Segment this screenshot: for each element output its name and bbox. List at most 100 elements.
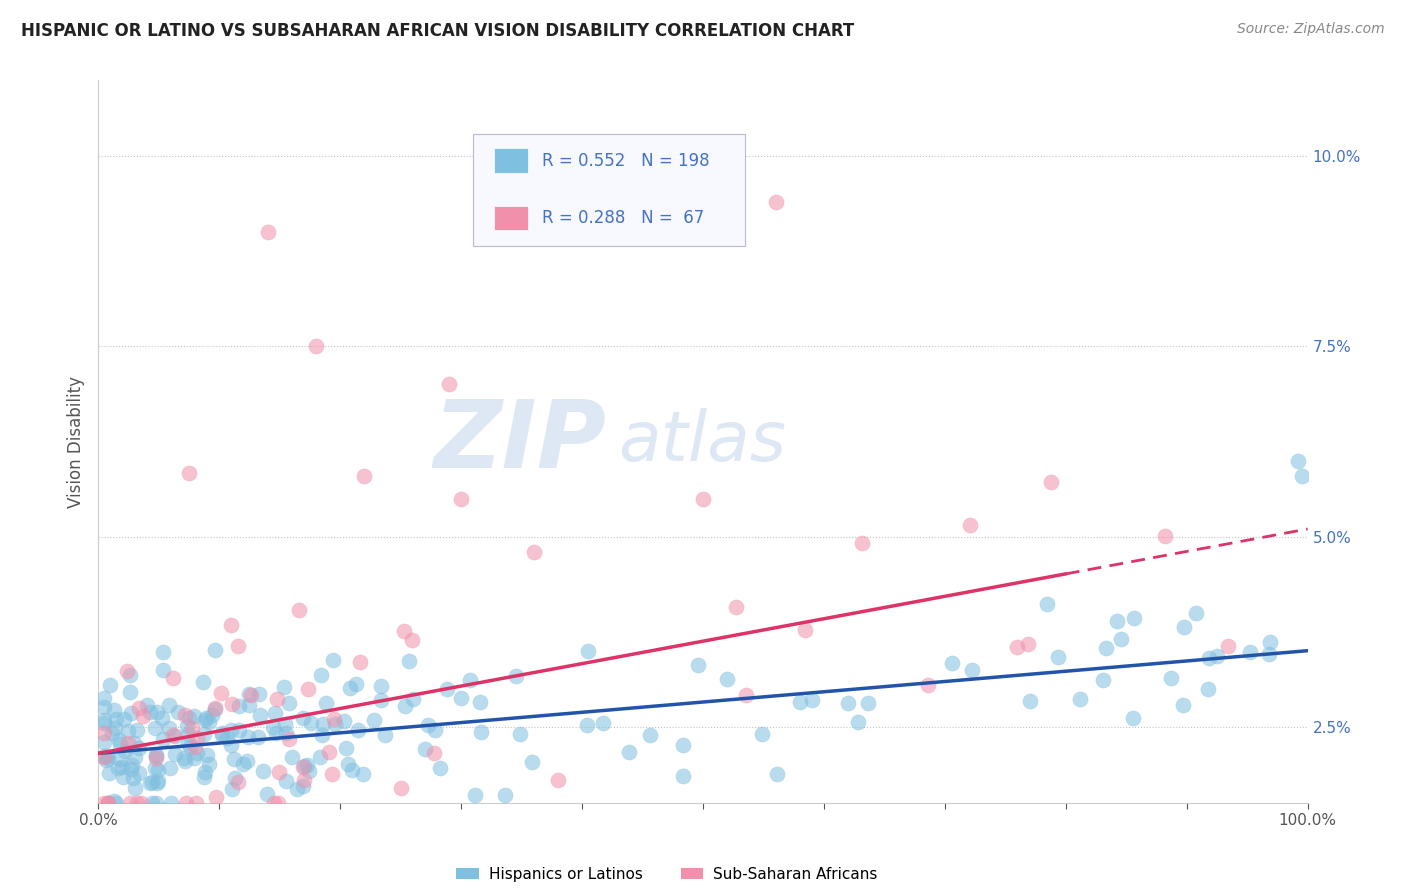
Point bbox=[181, 721, 204, 735]
Point bbox=[103, 703, 125, 717]
Point bbox=[1036, 597, 1059, 611]
Point bbox=[211, 726, 233, 740]
Point bbox=[238, 698, 260, 712]
Point bbox=[353, 468, 375, 483]
Point bbox=[97, 796, 120, 810]
Point bbox=[238, 687, 260, 701]
Point bbox=[436, 682, 458, 697]
Point bbox=[323, 712, 346, 726]
Point bbox=[194, 714, 217, 728]
Point bbox=[152, 645, 174, 659]
Point bbox=[263, 796, 285, 810]
Point bbox=[640, 727, 662, 741]
Point bbox=[309, 749, 332, 764]
Text: atlas: atlas bbox=[619, 408, 786, 475]
Point bbox=[152, 731, 174, 746]
Point bbox=[167, 706, 190, 720]
Point bbox=[1109, 632, 1132, 646]
Point bbox=[186, 747, 208, 761]
Point bbox=[523, 545, 546, 559]
Point bbox=[117, 736, 139, 750]
Point bbox=[219, 738, 242, 752]
Point bbox=[159, 761, 181, 775]
Point bbox=[274, 774, 297, 789]
FancyBboxPatch shape bbox=[494, 205, 527, 230]
Point bbox=[124, 749, 146, 764]
Point bbox=[315, 696, 337, 710]
Point bbox=[127, 723, 149, 737]
Point bbox=[287, 603, 309, 617]
Point bbox=[159, 721, 181, 735]
Point bbox=[1258, 647, 1281, 661]
Point bbox=[247, 730, 270, 744]
Point bbox=[311, 668, 333, 682]
Point bbox=[141, 796, 163, 810]
Point bbox=[725, 600, 748, 615]
Point bbox=[312, 717, 335, 731]
Point bbox=[104, 721, 127, 735]
Point bbox=[1185, 606, 1208, 620]
Point bbox=[298, 764, 321, 778]
Point bbox=[766, 766, 789, 780]
Point bbox=[468, 695, 491, 709]
Point bbox=[318, 745, 340, 759]
Point bbox=[108, 732, 131, 747]
Point bbox=[247, 687, 270, 701]
Point bbox=[228, 723, 250, 737]
Point bbox=[146, 763, 169, 777]
Point bbox=[152, 663, 174, 677]
Point bbox=[374, 727, 396, 741]
Point bbox=[1069, 692, 1091, 706]
Point bbox=[256, 226, 278, 240]
Point bbox=[93, 713, 115, 727]
Legend: Hispanics or Latinos, Sub-Saharan Africans: Hispanics or Latinos, Sub-Saharan Africa… bbox=[450, 861, 883, 888]
Point bbox=[305, 339, 328, 353]
Point bbox=[751, 727, 773, 741]
Point bbox=[98, 677, 121, 691]
Point bbox=[333, 714, 356, 729]
Point bbox=[201, 708, 224, 723]
Point bbox=[322, 653, 344, 667]
Point bbox=[592, 716, 614, 731]
Point bbox=[1216, 640, 1239, 654]
Point bbox=[217, 731, 239, 746]
Text: Source: ZipAtlas.com: Source: ZipAtlas.com bbox=[1237, 22, 1385, 37]
Point bbox=[423, 746, 446, 760]
Point bbox=[124, 780, 146, 795]
Point bbox=[93, 796, 115, 810]
Point bbox=[226, 639, 249, 653]
Point bbox=[264, 726, 287, 740]
Point bbox=[93, 750, 115, 764]
Point bbox=[547, 772, 569, 787]
Point bbox=[125, 796, 148, 810]
Point bbox=[273, 717, 295, 731]
Point bbox=[394, 698, 416, 713]
Y-axis label: Vision Disability: Vision Disability bbox=[66, 376, 84, 508]
Point bbox=[1173, 698, 1195, 713]
Point bbox=[1154, 529, 1177, 543]
Point bbox=[1122, 710, 1144, 724]
Point bbox=[191, 675, 214, 690]
Point bbox=[856, 696, 879, 710]
Point bbox=[672, 738, 695, 752]
Point bbox=[114, 744, 136, 758]
Point bbox=[111, 760, 134, 774]
Point bbox=[392, 624, 415, 638]
Point bbox=[143, 722, 166, 736]
Point bbox=[292, 759, 315, 773]
Point bbox=[509, 727, 531, 741]
Point bbox=[800, 693, 823, 707]
Point bbox=[401, 633, 423, 648]
Point bbox=[139, 705, 162, 719]
FancyBboxPatch shape bbox=[494, 148, 527, 173]
Point bbox=[93, 716, 115, 731]
Point bbox=[335, 740, 357, 755]
Point bbox=[1197, 681, 1219, 696]
Point bbox=[793, 624, 815, 638]
Point bbox=[418, 717, 440, 731]
Point bbox=[349, 655, 371, 669]
Point bbox=[128, 766, 150, 780]
Point bbox=[177, 736, 200, 750]
Point bbox=[204, 643, 226, 657]
Point bbox=[176, 719, 198, 733]
